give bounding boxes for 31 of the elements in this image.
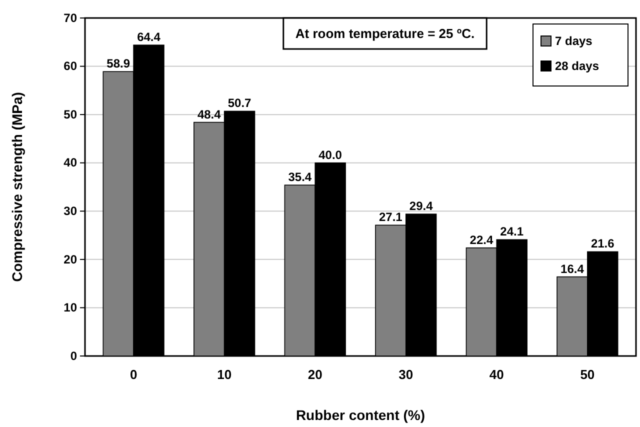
data-label: 16.4: [560, 262, 584, 276]
y-tick-label: 0: [70, 348, 78, 363]
data-label: 27.1: [379, 210, 403, 224]
data-label: 40.0: [318, 148, 342, 162]
x-axis-title: Rubber content (%): [296, 407, 426, 423]
x-tick-label: 0: [130, 367, 138, 382]
data-label: 22.4: [470, 232, 494, 247]
data-label: 50.7: [228, 96, 252, 110]
y-tick-label: 20: [64, 252, 78, 266]
legend-label: 7 days: [555, 34, 593, 48]
legend-label: 28 days: [555, 59, 600, 73]
x-tick-label: 20: [308, 367, 322, 382]
data-label: 21.6: [590, 236, 615, 251]
y-tick-label: 60: [64, 59, 78, 74]
y-tick-label: 30: [64, 204, 78, 218]
y-tick-label: 50: [64, 107, 78, 122]
x-tick-label: 30: [398, 367, 414, 382]
data-label: 48.4: [197, 107, 222, 122]
annotation: At room temperature = 25 ºC.: [295, 26, 475, 41]
y-tick-label: 10: [64, 300, 78, 315]
data-label: 24.1: [500, 224, 524, 239]
data-label: 35.4: [288, 170, 312, 184]
data-label: 64.4: [137, 30, 161, 44]
data-label: 29.4: [409, 199, 434, 214]
y-axis-title: Compressive strength (MPa): [9, 92, 25, 282]
y-tick-label: 40: [64, 156, 78, 170]
data-label: 58.9: [106, 56, 130, 71]
x-tick-label: 50: [580, 367, 595, 382]
x-tick-label: 40: [489, 367, 504, 382]
x-tick-label: 10: [217, 367, 232, 382]
y-tick-label: 70: [64, 10, 78, 25]
